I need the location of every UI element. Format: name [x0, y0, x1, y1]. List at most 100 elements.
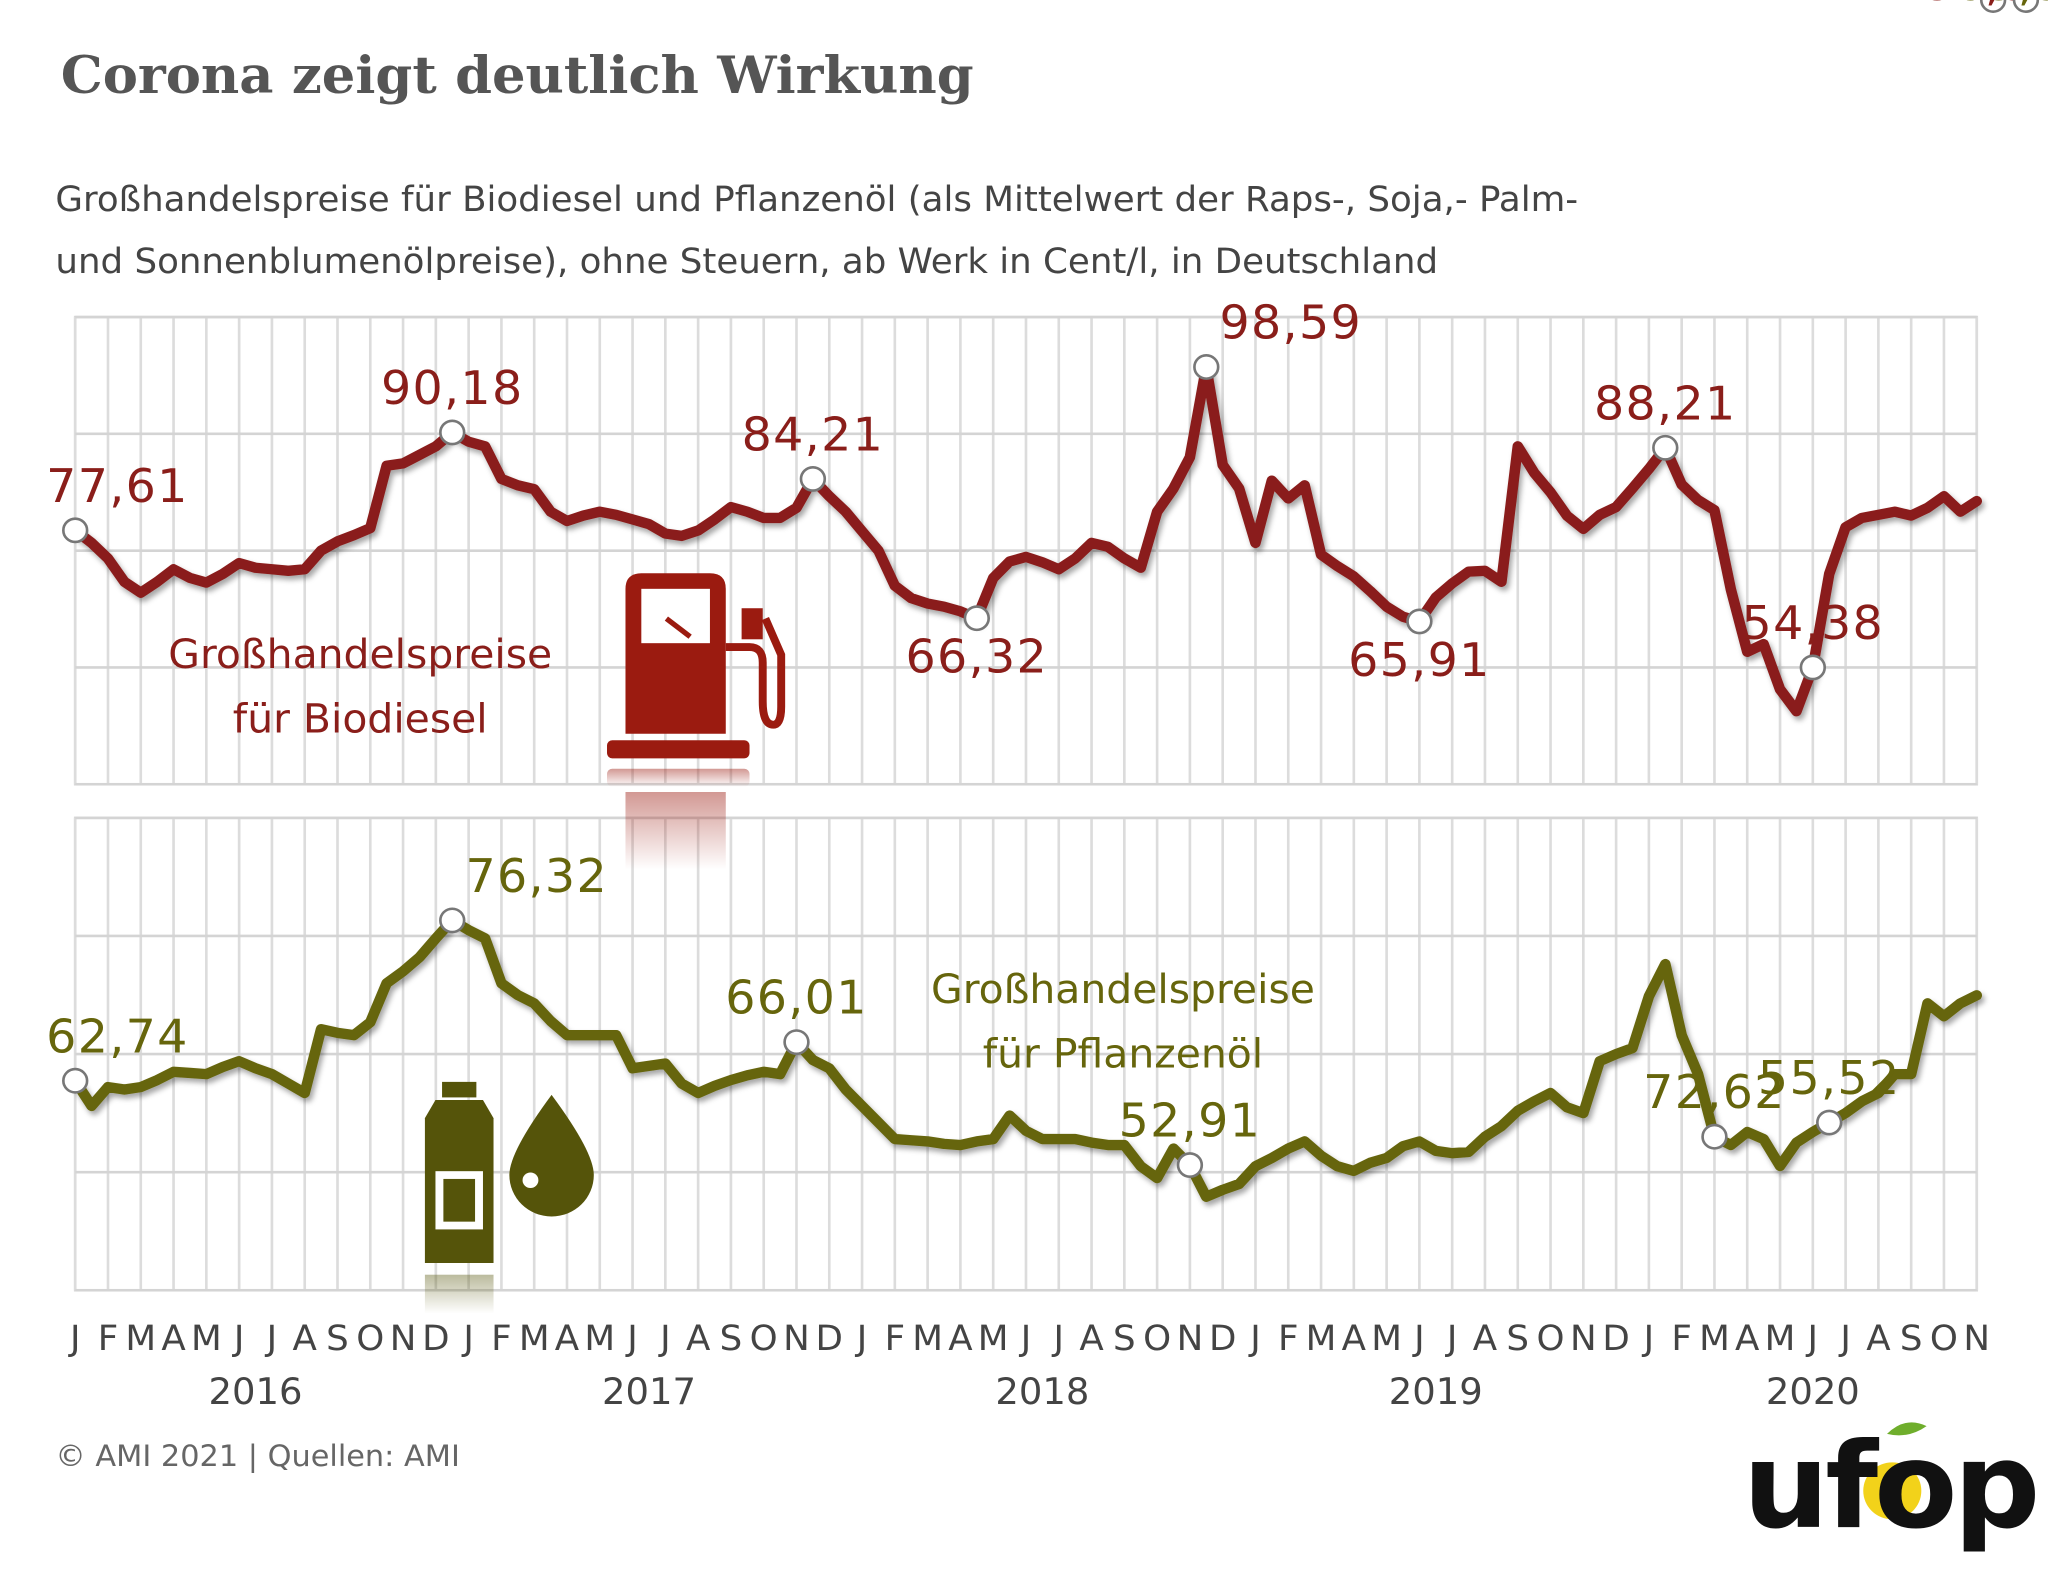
value-label: 72,62 — [1643, 1066, 1786, 1120]
value-label: 65,91 — [1348, 633, 1491, 687]
x-tick-label: A — [1866, 1318, 1890, 1359]
x-tick-label: M — [912, 1318, 943, 1359]
x-tick-label: A — [293, 1318, 317, 1359]
x-tick-label: J — [1248, 1318, 1261, 1359]
data-point — [783, 1029, 810, 1056]
x-tick-label: N — [1177, 1318, 1204, 1359]
data-point — [1701, 1123, 1728, 1150]
x-tick-label: O — [356, 1318, 384, 1359]
series-label: Großhandelspreise — [931, 965, 1315, 1013]
fuel-pump-icon — [607, 573, 786, 870]
x-tick-label: F — [1278, 1318, 1298, 1359]
x-tick-label: J — [658, 1318, 671, 1359]
x-tick-label: M — [519, 1318, 550, 1359]
data-point — [1816, 1109, 1843, 1136]
x-tick-label: M — [1371, 1318, 1402, 1359]
x-tick-label: J — [1019, 1318, 1032, 1359]
logo-dot — [1863, 1462, 1922, 1520]
source: © AMI 2021 | Quellen: AMI — [55, 1439, 459, 1474]
year-label: 2018 — [995, 1370, 1089, 1413]
x-tick-label: S — [326, 1318, 349, 1359]
x-tick-label: A — [161, 1318, 185, 1359]
data-point — [62, 517, 89, 544]
x-tick-label: M — [1306, 1318, 1337, 1359]
subtitle: und Sonnenblumenölpreise), ohne Steuern,… — [55, 241, 1438, 282]
year-label: 2017 — [602, 1370, 696, 1413]
x-tick-label: M — [1765, 1318, 1796, 1359]
x-tick-label: M — [125, 1318, 156, 1359]
data-point — [1652, 434, 1679, 461]
subtitle: Großhandelspreise für Biodiesel und Pfla… — [55, 179, 1578, 220]
year-label: 2019 — [1389, 1370, 1483, 1413]
x-tick-label: D — [1209, 1318, 1236, 1359]
data-point — [1176, 1152, 1204, 1179]
x-tick-label: J — [1806, 1318, 1819, 1359]
x-tick-label: N — [1570, 1318, 1597, 1359]
value-label: 84,21 — [742, 408, 885, 462]
year-label: 2020 — [1766, 1370, 1860, 1413]
year-label: 2016 — [209, 1370, 303, 1413]
x-tick-label: A — [1473, 1318, 1497, 1359]
series-label: für Biodiesel — [233, 695, 488, 743]
value-label: 69,98 — [1955, 0, 2048, 12]
x-tick-label: O — [1537, 1318, 1565, 1359]
value-label: 66,01 — [725, 971, 868, 1025]
value-label: 88,21 — [1594, 377, 1737, 431]
bottle-icon — [424, 1081, 594, 1314]
x-tick-label: M — [978, 1318, 1009, 1359]
x-tick-label: N — [390, 1318, 417, 1359]
x-tick-label: D — [1602, 1318, 1629, 1359]
value-label: 81,37 — [1922, 0, 2048, 12]
x-tick-label: M — [191, 1318, 222, 1359]
x-tick-label: J — [1445, 1318, 1458, 1359]
x-tick-label: J — [1051, 1318, 1064, 1359]
x-tick-label: F — [98, 1318, 118, 1359]
logo-leaf — [1887, 1422, 1927, 1436]
value-label: 52,91 — [1119, 1094, 1262, 1148]
value-label: 98,59 — [1219, 296, 1362, 350]
series-label: Großhandelspreise — [168, 630, 552, 678]
value-label: 62,74 — [46, 1010, 189, 1064]
x-tick-label: F — [885, 1318, 905, 1359]
x-tick-label: S — [720, 1318, 743, 1359]
x-tick-label: O — [1143, 1318, 1171, 1359]
data-point — [963, 605, 990, 632]
x-tick-label: O — [750, 1318, 778, 1359]
x-tick-label: D — [816, 1318, 843, 1359]
data-point — [1406, 608, 1433, 635]
x-tick-label: S — [1113, 1318, 1136, 1359]
data-point — [1979, 0, 2007, 13]
x-tick-label: F — [1671, 1318, 1691, 1359]
x-tick-label: S — [1900, 1318, 1923, 1359]
series-label: für Pflanzenöl — [983, 1030, 1263, 1078]
x-tick-label: J — [232, 1318, 245, 1359]
value-label: 76,32 — [465, 849, 608, 903]
data-point — [2012, 0, 2040, 13]
panels: Großhandelspreise für Biodiesel 77,61 90,18… — [46, 0, 2048, 1413]
x-tick-label: J — [461, 1318, 474, 1359]
data-point — [1799, 654, 1827, 681]
data-point — [799, 465, 827, 492]
x-tick-label: N — [1963, 1318, 1990, 1359]
x-tick-label: A — [1735, 1318, 1759, 1359]
x-tick-label: J — [1412, 1318, 1425, 1359]
value-label: 54,38 — [1742, 596, 1885, 650]
x-tick-label: D — [422, 1318, 449, 1359]
title: Corona zeigt deutlich Wirkung — [61, 46, 974, 106]
value-label: 90,18 — [381, 361, 524, 415]
x-tick-label: J — [265, 1318, 278, 1359]
x-tick-label: F — [491, 1318, 511, 1359]
data-point — [439, 907, 466, 934]
data-line — [69, 915, 1983, 1202]
x-tick-label: A — [948, 1318, 972, 1359]
data-point — [62, 1067, 89, 1094]
x-tick-label: S — [1506, 1318, 1529, 1359]
value-label: 77,61 — [46, 459, 189, 513]
x-tick-label: M — [584, 1318, 615, 1359]
data-point — [1193, 354, 1220, 380]
x-tick-label: A — [686, 1318, 710, 1359]
x-tick-label: A — [1342, 1318, 1366, 1359]
data-point — [439, 419, 466, 446]
